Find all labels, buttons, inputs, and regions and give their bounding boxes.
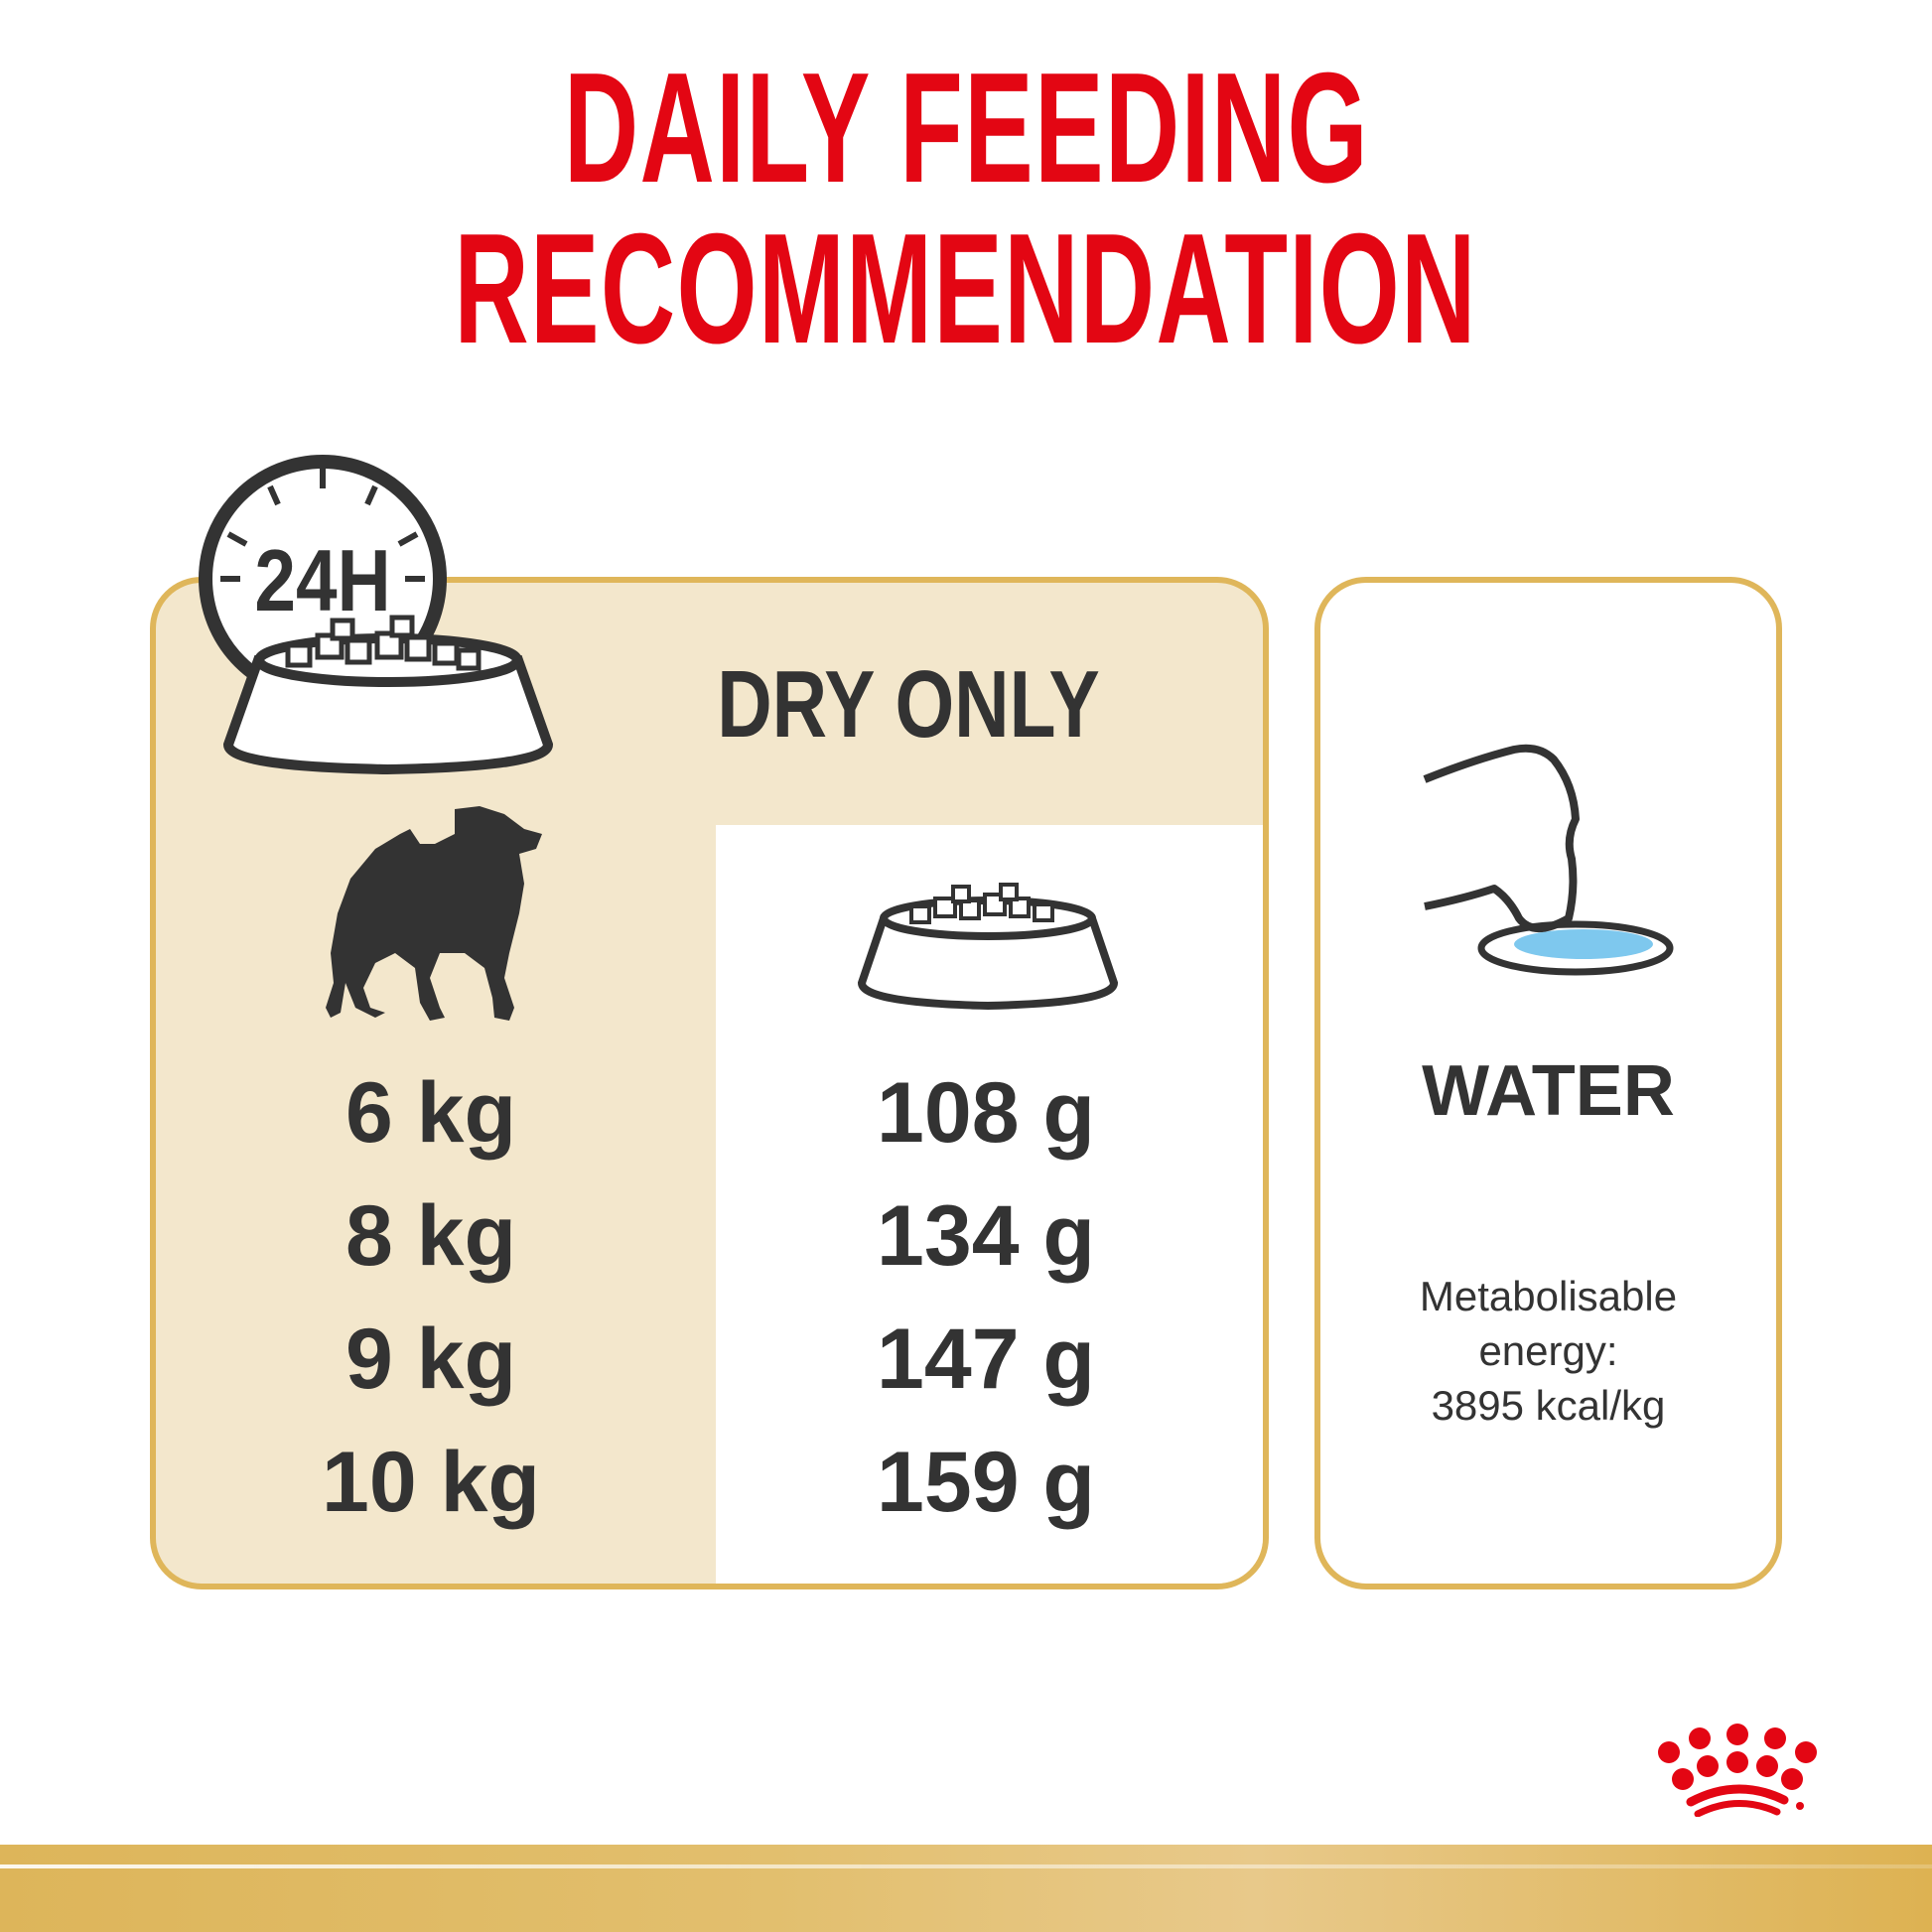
royal-canin-logo <box>1658 1724 1817 1817</box>
title-line-1: DAILY FEEDING <box>563 41 1369 215</box>
dog-icon <box>326 806 542 1021</box>
weight-8kg: 8 kg <box>345 1188 517 1284</box>
weight-6kg: 6 kg <box>345 1065 517 1161</box>
title-line-2: RECOMMENDATION <box>454 202 1478 376</box>
gold-footer-band <box>0 1845 1932 1932</box>
24h-clock-bowl-icon: 24H <box>199 455 554 775</box>
weight-9kg: 9 kg <box>345 1311 517 1407</box>
energy-label-2: energy: <box>1478 1327 1618 1374</box>
amount-147g: 147 g <box>877 1311 1095 1407</box>
food-bowl-icon <box>857 883 1119 1011</box>
energy-value: 3895 kcal/kg <box>1431 1382 1666 1429</box>
energy-label: Metabolisable <box>1419 1273 1678 1319</box>
water-panel <box>1314 577 1782 1589</box>
metabolisable-energy: Metabolisable energy: 3895 kcal/kg <box>1314 1269 1782 1433</box>
weight-10kg: 10 kg <box>322 1435 540 1530</box>
amount-108g: 108 g <box>877 1065 1095 1161</box>
water-heading: WATER <box>1422 1051 1675 1131</box>
dog-drinking-water-icon <box>1423 744 1674 976</box>
dry-only-heading: DRY ONLY <box>717 651 1100 758</box>
amount-159g: 159 g <box>877 1435 1095 1530</box>
svg-text:24H: 24H <box>254 532 390 629</box>
amount-134g: 134 g <box>877 1188 1095 1284</box>
